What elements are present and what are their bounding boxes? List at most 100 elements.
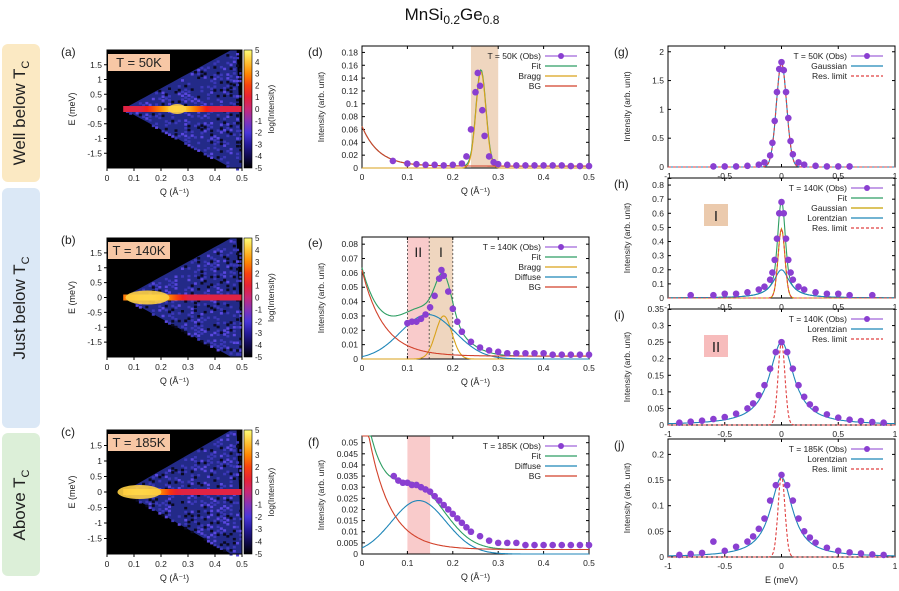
heatmap-noise-cell [184, 506, 188, 510]
heatmap-noise-cell [232, 457, 236, 460]
colorbar-tick-label: -5 [255, 164, 263, 173]
heatmap-noise-cell [200, 340, 204, 343]
heatmap-noise-cell [226, 123, 230, 126]
y-tick-label: 0.5 [90, 89, 102, 99]
heatmap-noise-cell [203, 318, 207, 322]
heatmap-noise-cell [226, 323, 230, 326]
heatmap-noise-cell [223, 309, 227, 313]
heatmap-noise-cell [197, 149, 201, 152]
heatmap-noise-cell [197, 260, 201, 264]
heatmap-noise-cell [219, 123, 223, 126]
heatmap-noise-cell [210, 102, 214, 106]
heatmap-noise-cell [216, 60, 220, 63]
heatmap-noise-cell [197, 474, 201, 477]
colorbar-tick-label: 2 [255, 463, 260, 472]
heatmap-noise-cell [239, 314, 243, 317]
heatmap-noise-cell [213, 85, 217, 88]
heatmap-noise-cell [171, 467, 175, 470]
heatmap-noise-cell [223, 121, 227, 124]
heatmap-noise-cell [190, 530, 194, 534]
heatmap-noise-cell [197, 68, 201, 72]
heatmap-noise-cell [187, 124, 191, 128]
x-tick-label: -0.5 [717, 561, 732, 571]
heatmap-noise-cell [226, 292, 230, 295]
heatmap-noise-cell [171, 300, 175, 304]
heatmap-noise-cell [164, 320, 168, 323]
heatmap-noise-cell [232, 501, 236, 505]
plot-panel-j: -1 -0.5 0 0.5 1 0 0.05 0.1 0.15 0.2 E (meV) Intensi… [614, 438, 898, 585]
data-point [426, 304, 434, 311]
heatmap-noise-cell [229, 496, 233, 500]
data-point [795, 159, 802, 166]
heatmap-noise-cell [219, 507, 223, 510]
legend-label: BG [529, 81, 541, 91]
heatmap-noise-cell [229, 480, 233, 484]
heatmap-noise-cell [206, 523, 210, 527]
data-point [687, 291, 694, 299]
heatmap-noise-cell [203, 465, 207, 469]
heatmap-noise-cell [197, 141, 201, 145]
heatmap-noise-cell [236, 129, 240, 133]
heatmap-noise-cell [239, 349, 243, 352]
legend-label: Fit [532, 252, 542, 262]
data-point [522, 349, 529, 357]
heatmap-noise-cell [239, 133, 243, 136]
y-tick-label: 1.5 [90, 60, 102, 70]
heatmap-noise-cell [187, 128, 191, 132]
heatmap-noise-cell [236, 349, 240, 352]
heatmap-noise-cell [171, 135, 175, 138]
data-point [440, 501, 448, 509]
heatmap-noise-cell [177, 85, 181, 88]
heatmap-noise-cell [210, 525, 214, 529]
heatmap-noise-cell [210, 152, 214, 156]
colorbar [243, 237, 253, 358]
heatmap-noise-cell [216, 98, 220, 102]
heatmap-noise-cell [148, 115, 152, 118]
data-point [800, 528, 808, 535]
y-tick-label: 0.15 [647, 475, 664, 485]
row-label-just-below: Just below TC [2, 188, 40, 428]
heatmap-noise-cell [210, 256, 214, 259]
heatmap-noise-cell [223, 549, 227, 552]
x-tick-label: 0.1 [401, 558, 413, 568]
heatmap-noise-cell [138, 102, 142, 105]
data-point [458, 328, 466, 336]
heatmap-noise-cell [210, 91, 214, 94]
heatmap-noise-cell [232, 326, 236, 329]
heatmap-noise-cell [171, 316, 175, 319]
data-point [408, 318, 416, 325]
heatmap-noise-cell [171, 308, 175, 312]
heatmap-noise-cell [187, 82, 191, 86]
heatmap-noise-cell [168, 133, 172, 136]
heatmap-noise-cell [232, 244, 236, 248]
heatmap-noise-cell [210, 453, 214, 456]
data-point [463, 523, 470, 531]
legend-label: Fit [532, 451, 542, 461]
heatmap-noise-cell [232, 240, 236, 244]
heatmap-noise-cell [190, 96, 194, 99]
heatmap-noise-cell [193, 282, 197, 285]
heatmap-noise-cell [184, 514, 188, 518]
data-point [778, 471, 785, 479]
heatmap-noise-cell [232, 248, 236, 252]
y-axis-label: Intensity (arb. unit) [316, 263, 326, 334]
heatmap-noise-cell [213, 308, 217, 312]
heatmap-noise-cell [213, 277, 217, 281]
y-tick-label: -1.5 [87, 534, 102, 544]
y-tick-label: 0 [659, 162, 664, 172]
heatmap-noise-cell [180, 98, 184, 101]
heatmap-noise-cell [216, 517, 220, 520]
y-tick-label: 0.025 [337, 493, 359, 503]
heatmap-noise-cell [158, 116, 162, 120]
data-point [576, 351, 584, 358]
colorbar-tick-label: 1 [255, 476, 260, 485]
heatmap-noise-cell [210, 125, 214, 129]
legend-marker [558, 244, 564, 250]
heatmap-noise-cell [190, 466, 194, 469]
heatmap-noise-cell [151, 480, 155, 483]
heatmap-noise-cell [193, 468, 197, 471]
heatmap-noise-cell [197, 461, 201, 465]
heatmap-noise-cell [197, 526, 201, 529]
heatmap-noise-cell [239, 260, 243, 263]
heatmap-noise-cell [171, 471, 175, 474]
